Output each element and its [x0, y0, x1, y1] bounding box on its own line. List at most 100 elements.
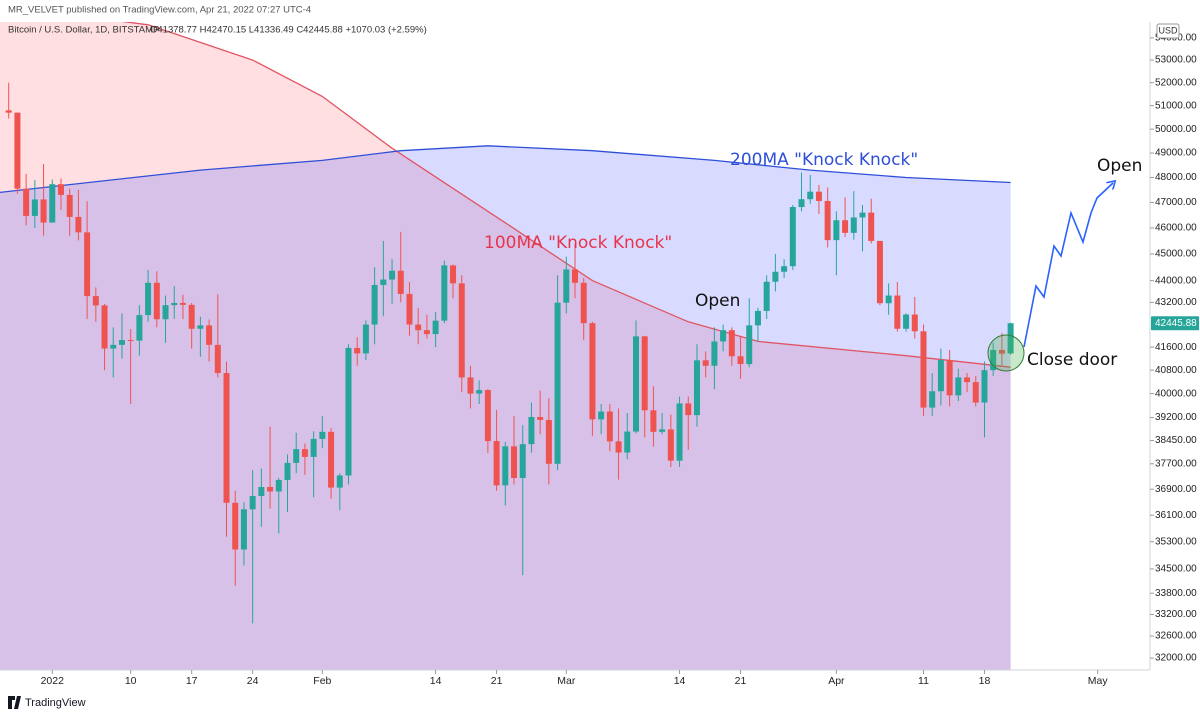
candle-body	[406, 293, 413, 325]
candle-body	[998, 349, 1005, 354]
candle-body	[397, 270, 404, 294]
candle-body	[511, 446, 518, 479]
candle-body	[641, 336, 648, 411]
candle-body	[389, 270, 396, 280]
candle-body	[772, 271, 779, 282]
candle-body	[171, 302, 178, 306]
y-tick-label: 47000.00	[1155, 197, 1197, 208]
candle-body	[502, 446, 509, 486]
y-tick-label: 43200.00	[1155, 297, 1197, 308]
candle-body	[1007, 323, 1014, 354]
candle-body	[110, 344, 117, 349]
candle-body	[876, 240, 883, 304]
candle-body	[589, 323, 596, 420]
candle-body	[267, 486, 274, 492]
candle-body	[824, 200, 831, 241]
candle-body	[859, 212, 866, 218]
candle-body	[737, 356, 744, 365]
candle-body	[5, 110, 12, 113]
candle-body	[319, 431, 326, 439]
x-tick-label: Feb	[313, 675, 331, 687]
candle-body	[632, 336, 639, 432]
y-tick-label: 32600.00	[1155, 631, 1197, 642]
candle-body	[833, 220, 840, 241]
candle-body	[476, 390, 483, 394]
candle-body	[711, 341, 718, 366]
candle-body	[946, 360, 953, 396]
y-tick-label: 36900.00	[1155, 484, 1197, 495]
annotation: 200MA "Knock Knock"	[730, 150, 918, 170]
candle-body	[258, 486, 265, 496]
candle-body	[127, 340, 134, 342]
x-tick-label: Mar	[557, 675, 576, 687]
x-tick-label: 10	[125, 675, 137, 687]
y-tick-label: 44000.00	[1155, 275, 1197, 286]
ma-lines	[0, 22, 1011, 368]
candle-body	[554, 302, 561, 464]
candle-body	[781, 266, 788, 272]
x-tick-label: 14	[674, 675, 686, 687]
x-tick-label: 21	[735, 675, 747, 687]
ma-line	[121, 22, 1011, 368]
x-tick-label: Apr	[828, 675, 845, 687]
last-price-badge	[1151, 316, 1199, 331]
candle-body	[240, 509, 247, 550]
candle-body	[249, 495, 256, 510]
y-tick-label: 45000.00	[1155, 249, 1197, 260]
candle-body	[685, 403, 692, 416]
candle-body	[92, 296, 99, 306]
y-tick-label: 49000.00	[1155, 148, 1197, 159]
x-tick-label: May	[1088, 675, 1109, 687]
candle-body	[667, 429, 674, 461]
candle-body	[990, 349, 997, 371]
candle-body	[57, 184, 64, 195]
y-tick-label: 40000.00	[1155, 388, 1197, 399]
candle-body	[807, 191, 814, 200]
candle-body	[964, 377, 971, 383]
candle-body	[693, 360, 700, 416]
y-tick-label: 46000.00	[1155, 223, 1197, 234]
candle-body	[232, 502, 239, 550]
candle-body	[188, 304, 195, 329]
y-tick-label: 53000.00	[1155, 55, 1197, 66]
candle-body	[136, 315, 143, 341]
candle-body	[754, 310, 761, 326]
candle-body	[336, 475, 343, 488]
ma-fill	[0, 145, 1011, 670]
candle-body	[345, 347, 352, 476]
candle-body	[380, 279, 387, 285]
annotation: Open	[1097, 156, 1142, 176]
candle-body	[842, 220, 849, 233]
candle-body	[746, 325, 753, 365]
candles	[5, 82, 1014, 624]
x-tick-label: 14	[430, 675, 442, 687]
y-tick-label: 37700.00	[1155, 458, 1197, 469]
currency: USD	[1158, 25, 1178, 35]
y-tick-label: 52000.00	[1155, 77, 1197, 88]
x-tick-label: 24	[247, 675, 259, 687]
candle-body	[580, 282, 587, 324]
x-tick-label: 2022	[41, 675, 65, 687]
candle-body	[528, 416, 535, 445]
y-tick-label: 33200.00	[1155, 609, 1197, 620]
candle-body	[197, 325, 204, 329]
candle-body	[275, 479, 282, 492]
candle-body	[441, 265, 448, 321]
candle-body	[354, 347, 361, 354]
candle-body	[328, 431, 335, 488]
ohlc: O41378.77 H42470.15 L41336.49 C42445.88 …	[150, 25, 427, 36]
y-tick-label: 41600.00	[1155, 342, 1197, 353]
candle-body	[885, 295, 892, 304]
candle-body	[362, 324, 369, 354]
annotation: Close door	[1027, 350, 1117, 370]
candle-body	[214, 344, 221, 374]
y-tick-label: 32000.00	[1155, 653, 1197, 664]
candle-body	[563, 269, 570, 303]
projection-path	[1023, 183, 1113, 348]
candle-body	[720, 330, 727, 342]
symbol: Bitcoin / U.S. Dollar, 1D, BITSTAMP	[8, 25, 159, 36]
candle-body	[929, 391, 936, 408]
candle-body	[223, 373, 230, 503]
